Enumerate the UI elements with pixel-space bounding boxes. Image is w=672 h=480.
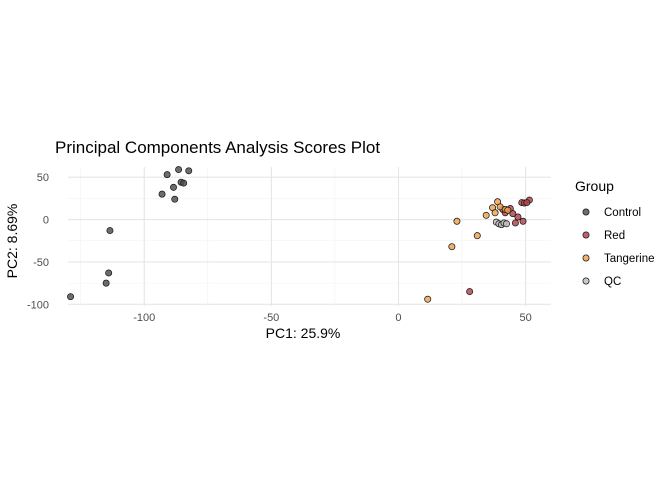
x-tick-label: 0: [395, 312, 401, 324]
x-tick-label: -50: [263, 312, 279, 324]
point-red: [509, 210, 517, 218]
point-red: [514, 213, 522, 221]
legend-key-qc: [582, 277, 590, 285]
y-tick-label: 0: [43, 215, 49, 227]
point-control: [163, 171, 171, 179]
x-tick-label: -100: [133, 312, 155, 324]
point-tangerine: [504, 206, 512, 214]
legend-label-red: Red: [604, 230, 625, 242]
y-axis-title: PC2: 8.69%: [4, 204, 20, 279]
y-tick-labels: -100 -50 0 50: [27, 172, 49, 311]
point-red: [523, 199, 531, 207]
point-red: [519, 217, 527, 225]
point-tangerine: [424, 295, 432, 303]
point-control: [67, 293, 75, 301]
point-red: [511, 219, 519, 227]
point-control: [171, 195, 179, 203]
data-points: [67, 166, 533, 303]
legend-key-tangerine: [582, 254, 590, 262]
y-tick-label: -100: [27, 299, 49, 311]
legend-label-qc: QC: [604, 276, 621, 288]
grid-major: [68, 167, 551, 306]
point-red: [466, 288, 474, 296]
point-control: [105, 269, 113, 277]
y-tick-label: 50: [37, 172, 49, 184]
legend-label-control: Control: [604, 207, 641, 219]
point-tangerine: [448, 243, 456, 251]
x-tick-labels: -100 -50 0 50: [133, 312, 531, 324]
point-tangerine: [453, 217, 461, 225]
x-axis-title: PC1: 25.9%: [266, 325, 341, 341]
point-control: [106, 227, 114, 235]
y-tick-label: -50: [33, 257, 49, 269]
point-control: [170, 183, 177, 191]
legend: Control Red Tangerine QC: [582, 207, 655, 288]
point-control: [102, 279, 110, 287]
point-tangerine: [473, 232, 481, 240]
grid-minor: [68, 167, 551, 306]
legend-title: Group: [575, 178, 614, 194]
chart-title: Principal Components Analysis Scores Plo…: [55, 138, 380, 157]
legend-key-control: [582, 208, 590, 216]
point-tangerine: [482, 211, 490, 219]
point-control: [185, 167, 193, 175]
legend-key-red: [582, 231, 590, 239]
point-qc: [503, 220, 510, 228]
legend-label-tangerine: Tangerine: [604, 253, 655, 265]
point-control: [175, 166, 183, 174]
point-control: [158, 190, 166, 198]
x-tick-label: 50: [519, 312, 531, 324]
point-tangerine: [491, 209, 499, 217]
point-control: [180, 179, 188, 187]
